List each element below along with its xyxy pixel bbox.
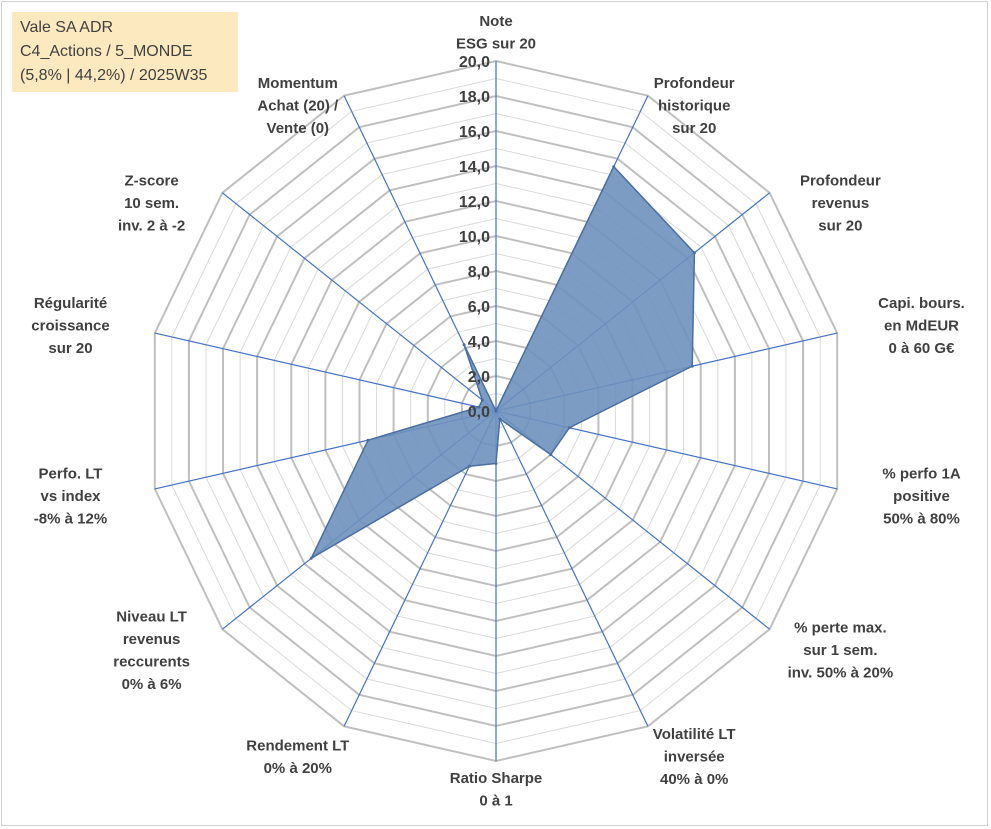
series-point xyxy=(549,453,553,457)
tick-label: 14,0 xyxy=(459,159,490,176)
tick-label: 4,0 xyxy=(468,334,490,351)
series-point xyxy=(309,556,313,560)
axis-label: Régularité croissance sur 20 xyxy=(31,295,109,357)
axis-label: Profondeur revenus sur 20 xyxy=(800,172,881,234)
axis-label: Rendement LT 0% à 20% xyxy=(246,738,349,778)
tick-label: 12,0 xyxy=(459,194,490,211)
axis-spoke xyxy=(222,192,497,412)
series-point xyxy=(494,409,498,413)
series-point xyxy=(366,438,370,442)
axis-spoke xyxy=(495,410,649,727)
tick-label: 8,0 xyxy=(468,264,490,281)
series-point xyxy=(567,426,571,430)
info-line-2: C4_Actions / 5_MONDE xyxy=(20,43,193,60)
axis-label: % perte max. sur 1 sem. inv. 50% à 20% xyxy=(788,620,894,682)
series-point xyxy=(612,165,616,169)
tick-label: 0,0 xyxy=(468,404,490,421)
radar-series xyxy=(309,165,696,561)
axis-label: Profondeur historique sur 20 xyxy=(654,75,735,137)
tick-label: 20,0 xyxy=(459,54,490,71)
tick-label: 18,0 xyxy=(459,89,490,106)
axis-label: Niveau LT revenus reccurents 0% à 6% xyxy=(113,608,190,693)
tick-label: 6,0 xyxy=(468,299,490,316)
series-point xyxy=(494,462,498,465)
tick-label: 10,0 xyxy=(459,229,490,246)
axis-spoke xyxy=(154,332,497,412)
axis-label: Perfo. LT vs index -8% à 12% xyxy=(34,466,107,528)
series-point xyxy=(480,398,484,402)
radar-axis-labels: Note ESG sur 20 Profondeur historique sur 20… xyxy=(31,13,965,810)
series-point xyxy=(462,343,466,347)
series-point xyxy=(477,405,481,409)
axis-label: Z-score 10 sem. inv. 2 à -2 xyxy=(118,172,185,234)
series-point xyxy=(467,464,471,468)
axis-label: Ratio Sharpe 0 à 1 xyxy=(450,770,543,810)
series-point xyxy=(498,417,502,421)
series-point xyxy=(690,364,694,368)
info-line-1: Vale SA ADR xyxy=(20,19,114,36)
axis-label: Momentum Achat (20) / Vente (0) xyxy=(257,75,339,137)
tick-label: 16,0 xyxy=(459,124,490,141)
axis-label: Note ESG sur 20 xyxy=(456,13,536,53)
info-box: Vale SA ADR C4_Actions / 5_MONDE (5,8% |… xyxy=(12,12,238,92)
axis-label: % perfo 1A positive 50% à 80% xyxy=(882,466,961,528)
tick-label: 2,0 xyxy=(468,369,490,386)
radar-tick-labels: 0,0 2,0 4,0 6,0 8,0 10,0 12,0 14,0 16,0 18,0 20,0 xyxy=(459,54,490,421)
axis-label: Volatilité LT inversée 40% à 0% xyxy=(653,726,736,788)
axis-label: Capi. bours. en MdEUR 0 à 60 G€ xyxy=(878,295,965,357)
series-point xyxy=(692,251,696,255)
info-line-3: (5,8% | 44,2%) / 2025W35 xyxy=(20,67,208,84)
